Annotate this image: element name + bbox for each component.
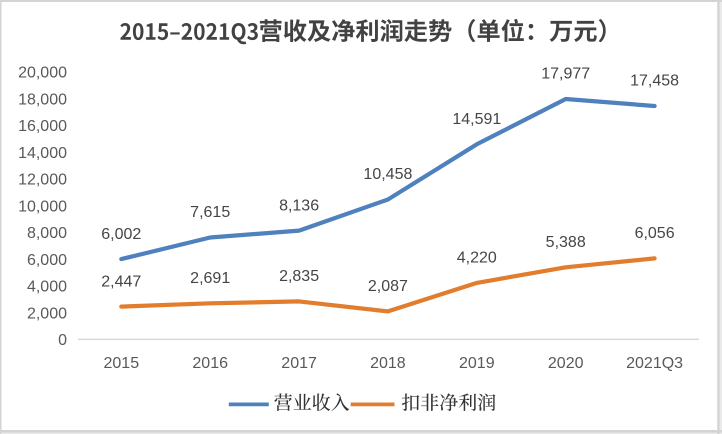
svg-text:2020: 2020 bbox=[548, 355, 584, 372]
svg-text:4,220: 4,220 bbox=[457, 250, 497, 267]
svg-text:4,000: 4,000 bbox=[27, 279, 67, 296]
svg-text:5,388: 5,388 bbox=[546, 234, 586, 251]
svg-text:8,000: 8,000 bbox=[27, 225, 67, 242]
svg-text:2,691: 2,691 bbox=[190, 270, 230, 287]
svg-text:2,000: 2,000 bbox=[27, 305, 67, 322]
svg-text:8,136: 8,136 bbox=[279, 197, 319, 214]
svg-text:10,458: 10,458 bbox=[363, 166, 412, 183]
svg-text:2016: 2016 bbox=[192, 355, 228, 372]
svg-text:12,000: 12,000 bbox=[18, 172, 67, 189]
svg-text:7,615: 7,615 bbox=[190, 204, 230, 221]
svg-text:17,977: 17,977 bbox=[541, 66, 590, 83]
svg-text:18,000: 18,000 bbox=[18, 91, 67, 108]
svg-text:10,000: 10,000 bbox=[18, 198, 67, 215]
svg-text:14,000: 14,000 bbox=[18, 145, 67, 162]
svg-text:16,000: 16,000 bbox=[18, 118, 67, 135]
svg-text:2015: 2015 bbox=[104, 355, 140, 372]
svg-text:2,835: 2,835 bbox=[279, 268, 319, 285]
svg-text:6,056: 6,056 bbox=[635, 225, 675, 242]
svg-text:6,000: 6,000 bbox=[27, 252, 67, 269]
svg-text:20,000: 20,000 bbox=[18, 65, 67, 82]
svg-text:2,447: 2,447 bbox=[101, 273, 141, 290]
svg-text:17,458: 17,458 bbox=[630, 73, 679, 90]
svg-text:0: 0 bbox=[58, 332, 67, 349]
svg-text:2,087: 2,087 bbox=[368, 278, 408, 295]
svg-text:2017: 2017 bbox=[281, 355, 317, 372]
svg-text:14,591: 14,591 bbox=[452, 111, 501, 128]
svg-text:6,002: 6,002 bbox=[101, 226, 141, 243]
svg-text:2021Q3: 2021Q3 bbox=[626, 355, 683, 372]
svg-text:2018: 2018 bbox=[370, 355, 406, 372]
svg-text:2019: 2019 bbox=[459, 355, 495, 372]
